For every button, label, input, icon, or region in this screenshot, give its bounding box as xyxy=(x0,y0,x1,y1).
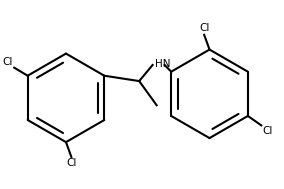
Text: Cl: Cl xyxy=(199,23,209,33)
Text: Cl: Cl xyxy=(3,57,13,67)
Text: Cl: Cl xyxy=(66,158,76,168)
Text: HN: HN xyxy=(154,59,170,69)
Text: Cl: Cl xyxy=(263,126,273,136)
